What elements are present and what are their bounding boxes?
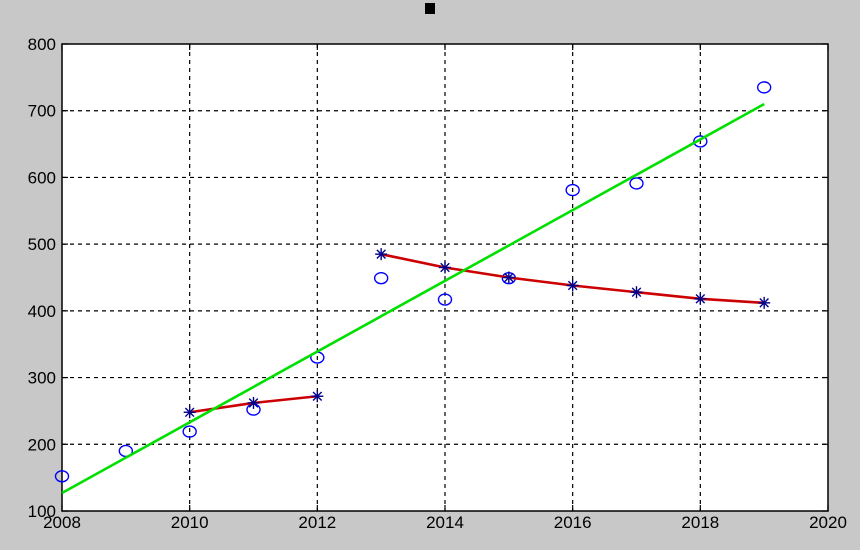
- data-point-star: [694, 292, 707, 305]
- x-tick-label: 2008: [43, 513, 81, 532]
- data-point-star: [375, 248, 388, 261]
- data-point-star: [311, 390, 324, 403]
- data-point-star: [630, 286, 643, 299]
- y-tick-label: 100: [28, 502, 56, 521]
- series-2: [375, 248, 771, 309]
- x-tick-label: 2020: [809, 513, 847, 532]
- y-tick-label: 500: [28, 235, 56, 254]
- data-point-circle: [437, 293, 453, 306]
- data-point-star: [502, 271, 515, 284]
- ticks: [61, 43, 829, 512]
- data-point-star: [566, 279, 579, 292]
- y-tick-label: 200: [28, 435, 56, 454]
- data-point-circle: [629, 177, 644, 190]
- y-tick-label: 300: [28, 369, 56, 388]
- data-point-star: [183, 406, 196, 419]
- x-tick-label: 2014: [426, 513, 464, 532]
- y-tick-label: 700: [28, 102, 56, 121]
- x-tick-label: 2010: [171, 513, 209, 532]
- data-point-circle: [565, 183, 580, 197]
- x-tick-label: 2018: [681, 513, 719, 532]
- data-point-star: [247, 396, 260, 409]
- data-point-circle: [182, 425, 197, 438]
- data-point-circle: [54, 470, 70, 483]
- series-line: [61, 102, 765, 495]
- tick-labels: 2008 2010 2012 2014 2016 2018 2020 100 200 300 400…: [28, 35, 847, 532]
- y-tick-label: 800: [28, 35, 56, 54]
- data-point-star: [439, 261, 451, 274]
- title-marker: [425, 3, 435, 14]
- grid: [62, 44, 828, 511]
- y-tick-label: 400: [28, 302, 56, 321]
- y-tick-label: 600: [28, 168, 56, 187]
- x-tick-label: 2012: [298, 513, 336, 532]
- data-point-star: [758, 296, 771, 309]
- data-point-circle: [373, 271, 389, 285]
- data-point-circle: [756, 81, 772, 94]
- series: [54, 81, 772, 495]
- series-3: [61, 102, 765, 495]
- data-point-circle: [693, 135, 708, 148]
- x-tick-label: 2016: [554, 513, 592, 532]
